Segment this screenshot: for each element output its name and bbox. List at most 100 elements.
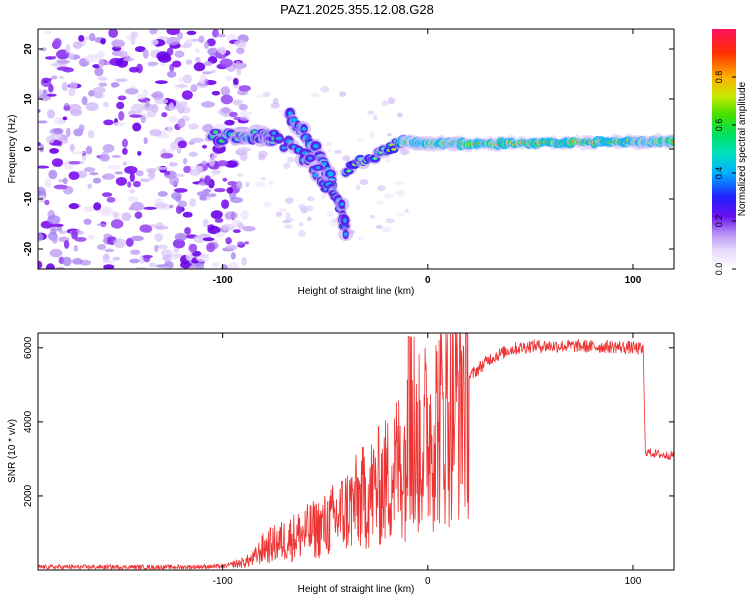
heatmap-noise-cell [193, 235, 207, 243]
heatmap-trace-cell [312, 173, 319, 178]
snr-y-tick-label: 2000 [23, 484, 34, 507]
heatmap-noise-cell [68, 81, 78, 90]
colorbar-tick-label: 0.0 [714, 263, 724, 276]
heatmap-noise-cell [232, 229, 241, 234]
heatmap-noise-cell [185, 38, 193, 44]
heatmap-noise-cell [62, 256, 72, 267]
heatmap-x-label: Height of straight line (km) [298, 286, 415, 297]
heatmap-noise-cell [240, 210, 249, 221]
heatmap-noise-cell [113, 238, 124, 249]
heatmap-noise-cell [39, 144, 45, 153]
heatmap-noise-cell [92, 177, 102, 184]
heatmap-faint-cell [369, 214, 376, 219]
heatmap-faint-cell [375, 224, 383, 230]
heatmap-noise-cell [149, 39, 159, 46]
snr-panel: -100 0 100 2000 4000 6000 Height of straight… [7, 332, 675, 595]
heatmap-noise-cell [107, 164, 121, 170]
heatmap-faint-cell [283, 162, 291, 169]
heatmap-noise-cell [81, 96, 88, 106]
heatmap-noise-cell [219, 58, 233, 68]
heatmap-noise-cell [175, 195, 182, 203]
heatmap-noise-cell [224, 119, 235, 126]
colorbar-tick-label: 0.2 [714, 215, 724, 228]
heatmap-noise-cell [122, 161, 128, 166]
heatmap-noise-cell [145, 100, 151, 109]
heatmap-noise-cell [220, 86, 231, 96]
heatmap-noise-cell [143, 206, 157, 210]
heatmap-noise-cell [172, 248, 180, 253]
heatmap-noise-cell [166, 29, 180, 36]
heatmap-noise-cell [45, 263, 55, 269]
heatmap-noise-cell [38, 165, 50, 169]
heatmap-noise-cell [68, 203, 80, 210]
colorbar-gradient [712, 29, 736, 269]
heatmap-faint-cell [278, 208, 287, 213]
heatmap-noise-cell [140, 115, 146, 124]
heatmap-noise-cell [189, 264, 198, 269]
heatmap-noise-cell [217, 160, 228, 167]
heatmap-noise-cell [87, 234, 95, 240]
heatmap-noise-cell [44, 199, 50, 206]
heatmap-noise-cell [157, 36, 169, 40]
heatmap-noise-cell [44, 30, 53, 35]
heatmap-noise-cell [230, 252, 236, 260]
heatmap-noise-cell [199, 74, 207, 85]
heatmap-noise-cell [222, 177, 228, 182]
heatmap-noise-cell [133, 180, 141, 188]
heatmap-noise-cell [68, 87, 76, 97]
heatmap-noise-cell [51, 158, 64, 167]
heatmap-noise-cell [128, 66, 140, 73]
heatmap-noise-cell [112, 256, 121, 261]
heatmap-noise-cell [188, 243, 198, 253]
heatmap-faint-cell [309, 196, 314, 202]
heatmap-noise-cell [85, 102, 99, 112]
heatmap-noise-cell [102, 101, 110, 108]
heatmap-noise-cell [102, 259, 116, 264]
heatmap-noise-cell [61, 81, 68, 92]
heatmap-faint-cell [306, 216, 312, 222]
heatmap-noise-cell [211, 172, 217, 177]
heatmap-noise-cell [124, 165, 138, 175]
heatmap-noise-cell [85, 36, 91, 41]
heatmap-trace-cell [291, 117, 298, 122]
heatmap-noise-cell [142, 88, 149, 98]
snr-y-tick-label: 6000 [23, 336, 34, 359]
heatmap-noise-cell [106, 196, 116, 203]
heatmap-noise-cell [202, 237, 215, 242]
heatmap-noise-cell [103, 119, 114, 126]
heatmap-noise-cell [49, 248, 63, 258]
heatmap-noise-cell [207, 225, 221, 235]
heatmap-trace-cell [301, 127, 307, 131]
heatmap-noise-cell [155, 166, 169, 170]
heatmap-noise-cell [59, 75, 64, 80]
figure-title: PAZ1.2025.355.12.08.G28 [280, 2, 434, 17]
heatmap-noise-cell [154, 80, 168, 85]
heatmap-noise-cell [57, 179, 65, 183]
snr-frame [37, 332, 675, 571]
heatmap-noise-cell [202, 144, 207, 149]
heatmap-noise-cell [181, 90, 193, 100]
heatmap-noise-cell [121, 212, 131, 222]
heatmap-noise-cell [196, 82, 209, 86]
heatmap-noise-cell [211, 90, 221, 96]
heatmap-noise-cell [154, 225, 169, 230]
heatmap-faint-cell [395, 189, 406, 197]
heatmap-faint-cell [260, 177, 266, 181]
heatmap-noise-cell [85, 145, 93, 155]
heatmap-noise-cell [169, 204, 174, 209]
heatmap-noise-cell [240, 156, 247, 160]
heatmap-noise-cell [65, 127, 71, 138]
heatmap-faint-cell [239, 115, 250, 121]
heatmap-noise-cell [46, 93, 57, 97]
heatmap-faint-cell [396, 112, 403, 118]
heatmap-noise-cell [186, 30, 197, 36]
heatmap-noise-cell [179, 101, 188, 108]
heatmap-noise-cell [129, 188, 136, 194]
heatmap-noise-cell [111, 154, 121, 158]
heatmap-noise-cell [241, 256, 248, 266]
heatmap-faint-cell [262, 91, 271, 98]
heatmap-noise-cell [130, 31, 139, 38]
heatmap-noise-cell [196, 191, 210, 197]
heatmap-noise-cell [38, 120, 48, 124]
